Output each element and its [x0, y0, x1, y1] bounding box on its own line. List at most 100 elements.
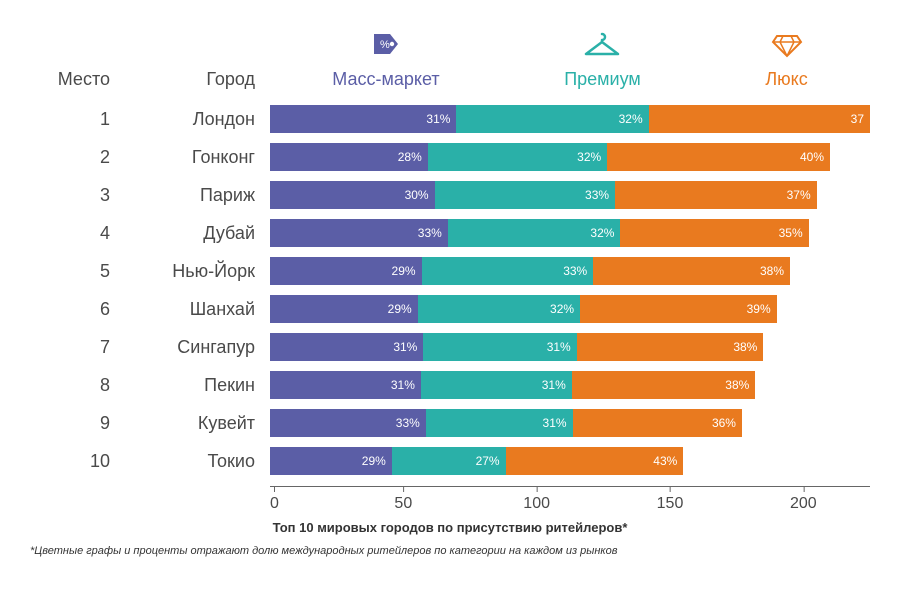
segment-lux: 37%: [615, 181, 817, 209]
segment-mass: 31%: [270, 105, 456, 133]
segment-value: 31%: [391, 378, 415, 392]
segment-lux: 38%: [593, 257, 790, 285]
segment-value: 30%: [405, 188, 429, 202]
city-cell: Сингапур: [120, 337, 270, 358]
rank-cell: 2: [30, 147, 120, 168]
data-row: 2Гонконг28%32%40%: [30, 138, 870, 176]
segment-lux: 40%: [607, 143, 830, 171]
rank-cell: 3: [30, 185, 120, 206]
price-tag-icon: %: [368, 30, 404, 63]
segment-value: 29%: [388, 302, 412, 316]
x-axis: 0 50 100 150 200: [270, 486, 870, 520]
segment-value: 38%: [733, 340, 757, 354]
segment-premium: 32%: [428, 143, 607, 171]
city-cell: Дубай: [120, 223, 270, 244]
bar-area: 29%32%39%: [270, 295, 870, 323]
rank-cell: 6: [30, 299, 120, 320]
legend-label: Премиум: [564, 69, 641, 90]
axis-tick: 50: [394, 487, 412, 513]
axis-tick: 100: [523, 487, 550, 513]
city-cell: Нью-Йорк: [120, 261, 270, 282]
segment-value: 35%: [779, 226, 803, 240]
chart-rows: 1Лондон31%32%372Гонконг28%32%40%3Париж30…: [30, 100, 870, 480]
rank-cell: 7: [30, 337, 120, 358]
data-row: 10Токио 29% 27%43%: [30, 442, 870, 480]
data-row: 8Пекин31%31%38%: [30, 366, 870, 404]
segment-mass: 33%: [270, 219, 448, 247]
bar-stack: 31%31%38%: [270, 333, 763, 361]
rank-cell: 8: [30, 375, 120, 396]
segment-lux: 36%: [573, 409, 742, 437]
bar-area: 31% 31% 38%: [270, 371, 870, 399]
axis-tick: 150: [657, 487, 684, 513]
city-cell: Токио: [120, 451, 270, 472]
segment-mass: 31%: [270, 371, 421, 399]
segment-value: 32%: [550, 302, 574, 316]
bar-area: 30%33%37%: [270, 181, 870, 209]
segment-value: 31%: [393, 340, 417, 354]
chart-legend: % Масс-маркет Премиум Люкс: [270, 30, 870, 90]
bar-area: 28%32%40%: [270, 143, 870, 171]
city-cell: Кувейт: [120, 413, 270, 434]
segment-value: 29%: [362, 454, 386, 468]
segment-lux: 38%: [572, 371, 756, 399]
chart-header-row: Место Город % Масс-маркет Премиум Люкс: [30, 20, 870, 90]
segment-premium: 31%: [426, 409, 573, 437]
hanger-icon: [582, 30, 622, 63]
segment-lux: 37: [649, 105, 870, 133]
bar-stack: 31%32% 37: [270, 105, 870, 133]
header-city: Город: [120, 69, 270, 90]
legend-item-lux: Люкс: [765, 30, 807, 90]
chart-caption: Топ 10 мировых городов по присутствию ри…: [30, 520, 870, 535]
segment-value: 32%: [577, 150, 601, 164]
legend-label: Масс-маркет: [332, 69, 439, 90]
segment-premium: 32%: [456, 105, 648, 133]
segment-value: 29%: [392, 264, 416, 278]
legend-item-premium: Премиум: [564, 30, 641, 90]
rank-cell: 10: [30, 451, 120, 472]
segment-value: 36%: [712, 416, 736, 430]
segment-mass: 31%: [270, 333, 423, 361]
bar-area: 29% 33% 38%: [270, 257, 870, 285]
bar-stack: 33% 31% 36%: [270, 409, 742, 437]
segment-premium: 32%: [418, 295, 580, 323]
bar-area: 31%32% 37: [270, 105, 870, 133]
segment-mass: 29%: [270, 447, 392, 475]
bar-stack: 29% 33% 38%: [270, 257, 790, 285]
segment-premium: 27%: [392, 447, 506, 475]
segment-value: 32%: [590, 226, 614, 240]
segment-mass: 29%: [270, 295, 418, 323]
segment-value: 37%: [787, 188, 811, 202]
bar-area: 31%31%38%: [270, 333, 870, 361]
segment-value: 31%: [542, 378, 566, 392]
segment-mass: 30%: [270, 181, 435, 209]
chart-footnote: *Цветные графы и проценты отражают долю …: [30, 545, 870, 557]
bar-area: 29% 27%43%: [270, 447, 870, 475]
legend-label: Люкс: [765, 69, 807, 90]
segment-value: 37: [851, 112, 864, 126]
segment-value: 33%: [418, 226, 442, 240]
data-row: 4Дубай33%32%35%: [30, 214, 870, 252]
data-row: 5Нью-Йорк 29% 33% 38%: [30, 252, 870, 290]
segment-value: 31%: [543, 416, 567, 430]
axis-tick: 0: [270, 487, 279, 513]
segment-mass: 33%: [270, 409, 426, 437]
bar-area: 33% 31% 36%: [270, 409, 870, 437]
segment-value: 33%: [563, 264, 587, 278]
rank-cell: 9: [30, 413, 120, 434]
segment-value: 38%: [725, 378, 749, 392]
retailer-presence-chart: Место Город %Масс-маркетПремиумЛюкс 1Лон…: [0, 0, 900, 600]
bar-stack: 28%32%40%: [270, 143, 830, 171]
legend-item-mass: % Масс-маркет: [332, 30, 439, 90]
header-rank: Место: [30, 69, 120, 90]
bar-stack: 33% 32% 35%: [270, 219, 809, 247]
segment-lux: 38%: [577, 333, 764, 361]
segment-mass: 29%: [270, 257, 422, 285]
rank-cell: 5: [30, 261, 120, 282]
segment-lux: 35%: [620, 219, 808, 247]
axis-tick: 200: [790, 487, 817, 513]
segment-value: 40%: [800, 150, 824, 164]
segment-lux: 43%: [506, 447, 684, 475]
data-row: 1Лондон31%32%37: [30, 100, 870, 138]
bar-stack: 31% 31% 38%: [270, 371, 755, 399]
